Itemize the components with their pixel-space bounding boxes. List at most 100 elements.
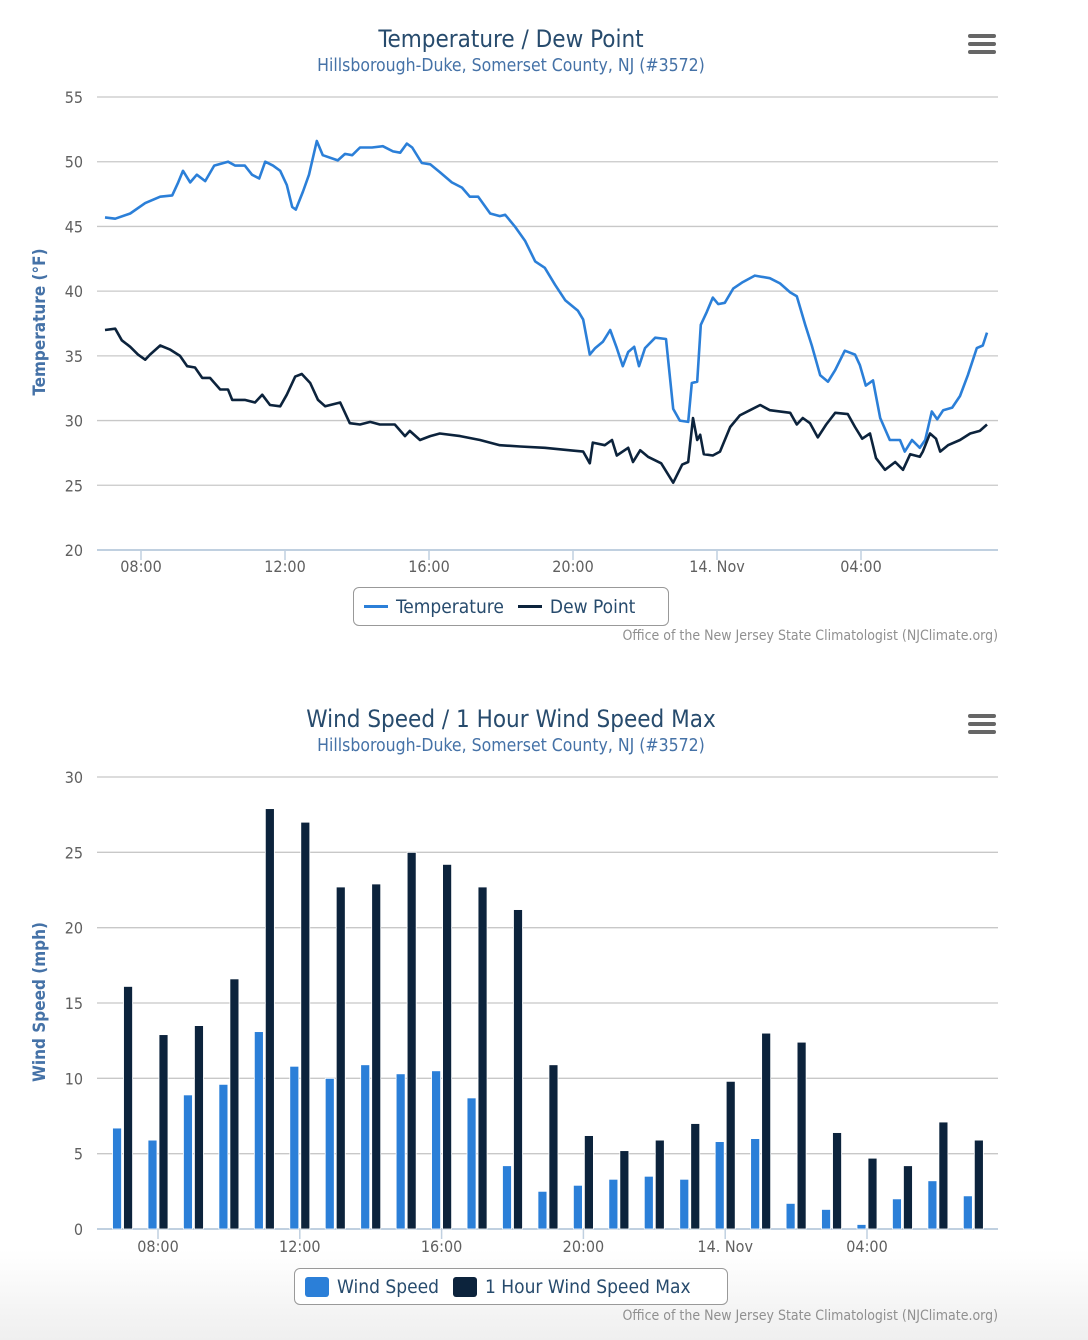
legend-item-temperature[interactable]: Temperature [364,596,504,618]
wind-speed-bar [466,1097,477,1230]
chart-credits[interactable]: Office of the New Jersey State Climatolo… [622,1308,998,1324]
legend-label: Dew Point [549,595,636,618]
legend-item-wind-speed-max[interactable]: 1 Hour Wind Speed Max [452,1275,691,1298]
line-swatch-icon [364,605,388,608]
bar-swatch-icon [452,1276,477,1297]
wind-speed-max-bar [158,1034,169,1230]
bar-swatch-icon [305,1276,329,1297]
wind-chart-legend: Wind Speed 1 Hour Wind Speed Max [294,1268,728,1305]
wind-speed-bar [112,1127,122,1230]
wind-speed-bar [395,1073,406,1230]
wind-speed-bar [253,1031,264,1230]
wind-speed-max-bar [513,909,523,1230]
y-tick-label: 50 [65,153,83,172]
wind-speed-max-bar [584,1135,594,1230]
x-tick-label: 04:00 [840,557,881,576]
wind-speed-max-bar [973,1139,984,1230]
wind-speed-bar [289,1065,300,1230]
wind-speed-bar [218,1083,229,1230]
y-tick-label: 30 [65,768,83,787]
y-tick-label: 55 [65,88,83,107]
wind-speed-max-bar [406,851,417,1230]
legend-item-dew-point[interactable]: Dew Point [517,595,636,618]
wind-speed-bar [821,1209,831,1230]
x-tick-label: 16:00 [408,557,449,576]
y-tick-label: 45 [65,217,83,236]
hamburger-icon [968,34,996,38]
x-tick-label: 08:00 [137,1237,178,1256]
wind-speed-bar [537,1190,548,1230]
y-tick-label: 35 [65,347,83,366]
y-tick-label: 20 [65,541,83,560]
wind-speed-bar [679,1178,690,1230]
wind-speed-max-bar [548,1064,559,1230]
wind-speed-bar [431,1070,442,1230]
wind-speed-max-bar [229,978,240,1230]
y-tick-label: 5 [74,1145,83,1164]
x-tick-label: 16:00 [421,1237,462,1256]
wind-speed-max-bar [761,1032,772,1230]
wind-speed-bar [714,1141,725,1230]
wind-chart-title: Wind Speed / 1 Hour Wind Speed Max [306,705,716,733]
wind-speed-bar [856,1224,867,1230]
y-tick-label: 40 [65,282,83,301]
wind-speed-max-bar [442,863,453,1230]
wind-speed-max-bar [903,1165,913,1230]
wind-speed-max-bar [194,1025,204,1230]
wind-speed-max-bar [832,1132,842,1230]
y-tick-label: 10 [65,1069,83,1088]
x-tick-label: 20:00 [552,557,593,576]
chart-menu-button[interactable] [968,34,996,56]
hamburger-icon [968,714,996,718]
wind-speed-bar [785,1202,796,1230]
wind-speed-bar [147,1139,158,1230]
x-tick-label: 12:00 [279,1237,320,1256]
wind-speed-bar [927,1180,938,1230]
wind-speed-max-bar [371,883,382,1230]
temperature-chart-legend: Temperature Dew Point [353,587,669,626]
y-tick-label: 25 [65,843,83,862]
x-tick-label: 14. Nov [689,557,745,576]
hamburger-icon [968,50,996,54]
x-tick-label: 14. Nov [697,1237,753,1256]
legend-label: 1 Hour Wind Speed Max [484,1275,691,1298]
hamburger-icon [968,42,996,46]
legend-label: Wind Speed [337,1275,439,1298]
wind-speed-max-bar [938,1121,949,1230]
chart-menu-button[interactable] [968,714,996,736]
dew-point-series-line [104,327,988,484]
wind-speed-max-bar [264,808,275,1230]
wind-speed-bar [750,1138,761,1230]
x-tick-label: 20:00 [563,1237,604,1256]
chart-credits[interactable]: Office of the New Jersey State Climatolo… [622,628,998,644]
wind-speed-max-bar [619,1150,630,1230]
wind-y-axis-title: Wind Speed (mph) [30,921,50,1083]
temperature-y-axis-title: Temperature (°F) [30,248,50,396]
wind-speed-bar [573,1184,583,1230]
wind-speed-bar [643,1175,654,1230]
wind-speed-max-bar [123,986,133,1230]
y-tick-label: 25 [65,476,83,495]
wind-speed-max-bar [725,1080,736,1230]
wind-speed-max-bar [690,1123,701,1230]
wind-speed-bar [962,1195,973,1230]
y-tick-label: 30 [65,412,83,431]
wind-speed-bar [502,1165,512,1230]
temperature-chart-subtitle: Hillsborough-Duke, Somerset County, NJ (… [317,56,705,76]
wind-speed-bar [892,1198,902,1230]
wind-speed-max-bar [335,886,346,1230]
hamburger-icon [968,730,996,734]
legend-label: Temperature [396,595,504,618]
y-tick-label: 0 [74,1220,83,1239]
temperature-chart-title: Temperature / Dew Point [378,25,644,53]
wind-chart-subtitle: Hillsborough-Duke, Somerset County, NJ (… [317,736,705,756]
wind-speed-bar [183,1094,193,1230]
wind-speed-max-bar [300,821,311,1230]
y-tick-label: 15 [65,994,83,1013]
x-tick-label: 12:00 [264,557,305,576]
legend-item-wind-speed[interactable]: Wind Speed [305,1276,439,1298]
x-tick-label: 04:00 [846,1237,887,1256]
wind-speed-bar [608,1178,619,1230]
line-swatch-icon [517,605,542,608]
